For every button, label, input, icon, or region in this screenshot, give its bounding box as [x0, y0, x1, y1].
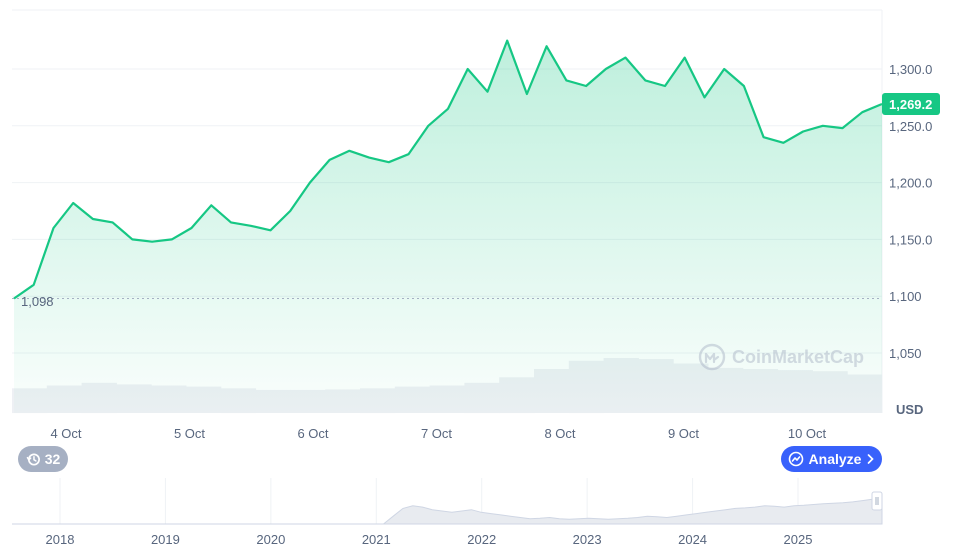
history-clock-icon [26, 453, 40, 465]
y-tick-label-3: 1,150.0 [889, 232, 932, 247]
coinmarketcap-logo-icon [698, 343, 726, 371]
x-tick-label-4: 8 Oct [544, 426, 575, 441]
analyze-button-label: Analyze [808, 451, 862, 467]
y-tick-label-1: 1,250.0 [889, 119, 932, 134]
analyze-icon [788, 451, 803, 467]
current-price-tag-box [882, 92, 940, 115]
navigator-year-label-6: 2024 [678, 532, 707, 547]
navigator-year-label-4: 2022 [467, 532, 496, 547]
current-price-label: 1,269.2 [889, 97, 932, 112]
navigator-year-label-2: 2020 [256, 532, 285, 547]
x-tick-label-3: 7 Oct [421, 426, 452, 441]
watermark-text: CoinMarketCap [732, 346, 865, 367]
open-price-label: 1,098 [21, 294, 54, 309]
history-badge[interactable]: 32 [18, 446, 68, 472]
y-axis-currency-label: USD [896, 402, 923, 417]
x-tick-label-0: 4 Oct [50, 426, 81, 441]
y-tick-label-0: 1,300.0 [889, 62, 932, 77]
navigator-year-label-3: 2021 [362, 532, 391, 547]
navigator-x-axis: 2018 2019 2020 2021 2022 2023 2024 2025 [46, 532, 813, 547]
navigator-year-label-0: 2018 [46, 532, 75, 547]
navigator-handle[interactable] [871, 491, 883, 511]
y-tick-label-2: 1,200.0 [889, 176, 932, 191]
y-axis: 1,300.0 1,250.0 1,200.0 1,150.0 1,100 1,050 [889, 62, 932, 361]
history-badge-count: 32 [44, 451, 61, 467]
x-tick-label-6: 10 Oct [788, 426, 827, 441]
navigator-year-label-7: 2025 [784, 532, 813, 547]
navigator-year-label-1: 2019 [151, 532, 180, 547]
navigator[interactable]: 2018 2019 2020 2021 2022 2023 2024 2025 [12, 478, 883, 547]
chevron-right-icon [868, 454, 875, 464]
current-price-tag: 1,269.2 [882, 92, 940, 115]
x-tick-label-2: 6 Oct [297, 426, 328, 441]
y-tick-label-4: 1,100 [889, 289, 922, 304]
y-tick-label-5: 1,050 [889, 346, 922, 361]
x-tick-label-5: 9 Oct [668, 426, 699, 441]
navigator-year-label-5: 2023 [573, 532, 602, 547]
x-tick-label-1: 5 Oct [174, 426, 205, 441]
x-axis: 4 Oct 5 Oct 6 Oct 7 Oct 8 Oct 9 Oct 10 Oct [50, 426, 826, 441]
price-area-fill [14, 40, 882, 413]
analyze-button[interactable]: Analyze [781, 446, 882, 472]
coinmarketcap-watermark: CoinMarketCap [698, 343, 864, 371]
price-line [13, 39, 883, 300]
navigator-handle-box[interactable] [871, 491, 883, 511]
